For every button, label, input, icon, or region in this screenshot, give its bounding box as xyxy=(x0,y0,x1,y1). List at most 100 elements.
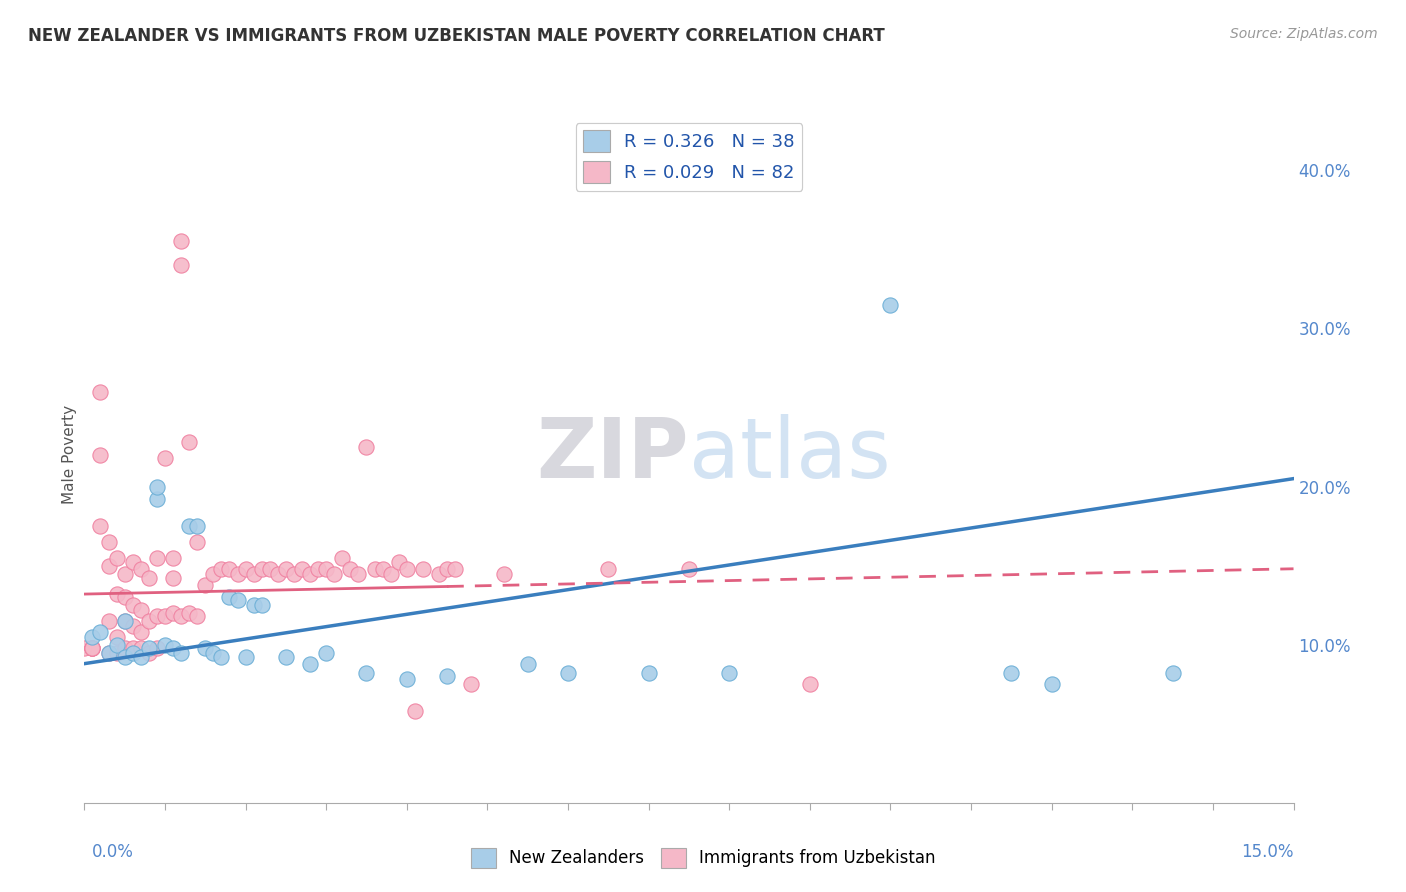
Point xyxy=(395,673,418,687)
Point xyxy=(89,448,111,462)
Point xyxy=(250,598,273,612)
Point xyxy=(315,562,337,576)
Point xyxy=(114,591,136,605)
Point xyxy=(179,519,201,533)
Point xyxy=(460,677,482,691)
Point xyxy=(146,492,169,507)
Point xyxy=(114,650,136,665)
Point xyxy=(315,646,337,660)
Point xyxy=(1040,677,1063,691)
Point xyxy=(162,640,184,655)
Point xyxy=(202,646,225,660)
Point xyxy=(114,614,136,628)
Point xyxy=(226,566,249,581)
Point xyxy=(427,566,450,581)
Point xyxy=(105,638,128,652)
Point xyxy=(82,640,104,655)
Point xyxy=(718,666,741,681)
Point xyxy=(146,479,169,493)
Point xyxy=(121,640,143,655)
Point xyxy=(73,640,96,655)
Point xyxy=(146,640,169,655)
Point xyxy=(153,451,176,466)
Point xyxy=(307,562,329,576)
Point xyxy=(186,519,208,533)
Point xyxy=(637,666,659,681)
Point xyxy=(170,646,193,660)
Point xyxy=(153,609,176,624)
Point xyxy=(138,571,160,585)
Point xyxy=(129,640,152,655)
Point xyxy=(162,571,184,585)
Point xyxy=(194,577,217,591)
Point xyxy=(1161,666,1184,681)
Point xyxy=(879,298,901,312)
Point xyxy=(1000,666,1022,681)
Point xyxy=(347,566,370,581)
Point xyxy=(170,235,193,249)
Point xyxy=(138,640,160,655)
Y-axis label: Male Poverty: Male Poverty xyxy=(62,405,77,505)
Point xyxy=(162,606,184,620)
Point xyxy=(283,566,305,581)
Point xyxy=(114,640,136,655)
Point xyxy=(516,657,538,671)
Point xyxy=(492,566,515,581)
Point xyxy=(105,646,128,660)
Point xyxy=(82,630,104,644)
Point xyxy=(218,562,240,576)
Text: 15.0%: 15.0% xyxy=(1241,843,1294,861)
Point xyxy=(356,440,378,454)
Point xyxy=(89,384,111,399)
Point xyxy=(129,603,152,617)
Point xyxy=(97,614,120,628)
Legend: New Zealanders, Immigrants from Uzbekistan: New Zealanders, Immigrants from Uzbekist… xyxy=(464,841,942,875)
Point xyxy=(121,618,143,632)
Point xyxy=(274,650,297,665)
Text: 0.0%: 0.0% xyxy=(91,843,134,861)
Point xyxy=(129,562,152,576)
Point xyxy=(105,630,128,644)
Point xyxy=(323,566,346,581)
Point xyxy=(371,562,394,576)
Point xyxy=(121,556,143,570)
Point xyxy=(179,606,201,620)
Point xyxy=(395,562,418,576)
Point xyxy=(138,646,160,660)
Text: ZIP: ZIP xyxy=(537,415,689,495)
Point xyxy=(89,519,111,533)
Point xyxy=(209,650,232,665)
Point xyxy=(218,591,240,605)
Point xyxy=(97,534,120,549)
Text: NEW ZEALANDER VS IMMIGRANTS FROM UZBEKISTAN MALE POVERTY CORRELATION CHART: NEW ZEALANDER VS IMMIGRANTS FROM UZBEKIS… xyxy=(28,27,884,45)
Text: atlas: atlas xyxy=(689,415,890,495)
Point xyxy=(678,562,700,576)
Point xyxy=(105,587,128,601)
Point xyxy=(267,566,290,581)
Point xyxy=(146,609,169,624)
Point xyxy=(242,598,264,612)
Point xyxy=(82,640,104,655)
Point xyxy=(299,566,322,581)
Point xyxy=(97,558,120,573)
Point xyxy=(129,650,152,665)
Point xyxy=(274,562,297,576)
Point xyxy=(129,625,152,640)
Point xyxy=(436,562,458,576)
Point xyxy=(330,550,353,565)
Point xyxy=(121,646,143,660)
Point xyxy=(82,640,104,655)
Point xyxy=(202,566,225,581)
Point xyxy=(82,640,104,655)
Point xyxy=(799,677,821,691)
Point xyxy=(380,566,402,581)
Point xyxy=(194,640,217,655)
Point xyxy=(209,562,232,576)
Point xyxy=(89,625,111,640)
Point xyxy=(97,646,120,660)
Point xyxy=(557,666,579,681)
Point xyxy=(235,562,257,576)
Point xyxy=(235,650,257,665)
Point xyxy=(186,534,208,549)
Point xyxy=(404,704,426,718)
